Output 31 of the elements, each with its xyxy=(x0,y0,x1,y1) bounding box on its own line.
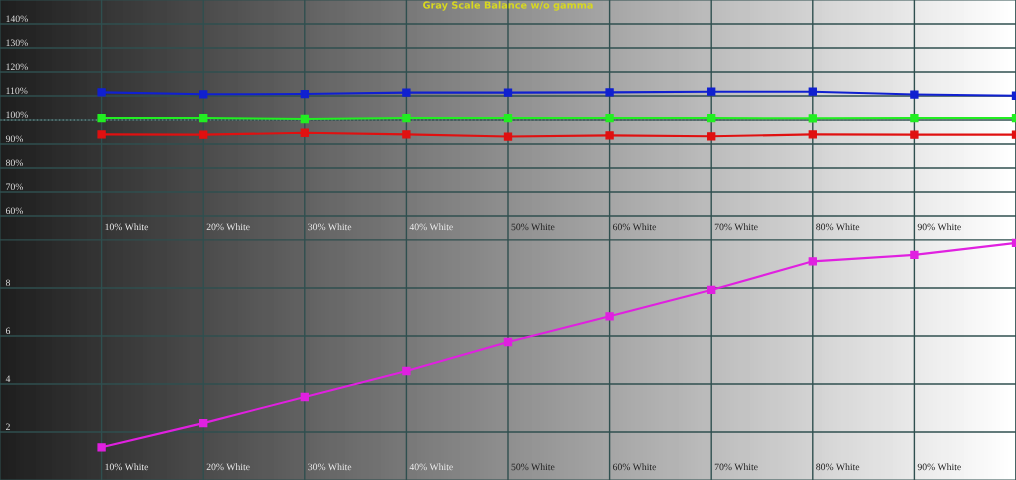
x-tick-label: 80% White xyxy=(816,463,860,471)
x-tick-label: 90% White xyxy=(917,463,961,471)
x-tick-label: 10% White xyxy=(105,463,149,471)
x-tick-label: 50% White xyxy=(511,463,555,471)
y-tick-label: 100% xyxy=(6,111,28,119)
x-tick-label: 40% White xyxy=(409,223,453,231)
x-tick-label: 70% White xyxy=(714,463,758,471)
y-tick-label: 70% xyxy=(6,183,24,191)
x-tick-label: 70% White xyxy=(714,223,758,231)
y-tick-label: 120% xyxy=(6,63,28,71)
x-tick-label: 80% White xyxy=(816,223,860,231)
x-tick-label: 30% White xyxy=(308,223,352,231)
x-tick-label: 20% White xyxy=(206,223,250,231)
y-tick-label: 2 xyxy=(5,423,10,430)
x-tick-label: 90% White xyxy=(917,223,961,231)
y-tick-label: 6 xyxy=(5,327,11,335)
x-tick-label: 30% White xyxy=(308,463,352,471)
x-tick-label: 10% White xyxy=(105,223,149,231)
y-tick-label: 60% xyxy=(5,207,24,215)
x-tick-label: 60% White xyxy=(613,223,657,231)
y-tick-label: 90% xyxy=(5,135,24,143)
y-tick-label: 4 xyxy=(5,375,11,382)
y-tick-label: 110% xyxy=(6,87,28,95)
x-tick-label: 50% White xyxy=(511,223,555,231)
x-tick-label: 20% White xyxy=(206,463,250,471)
x-tick-label: 60% White xyxy=(613,463,657,471)
y-tick-label: 140% xyxy=(6,15,28,23)
y-tick-label: 8 xyxy=(5,279,11,287)
y-tick-label: 130% xyxy=(6,39,28,47)
y-tick-label: 80% xyxy=(5,159,24,167)
x-tick-label: 40% White xyxy=(409,463,453,471)
